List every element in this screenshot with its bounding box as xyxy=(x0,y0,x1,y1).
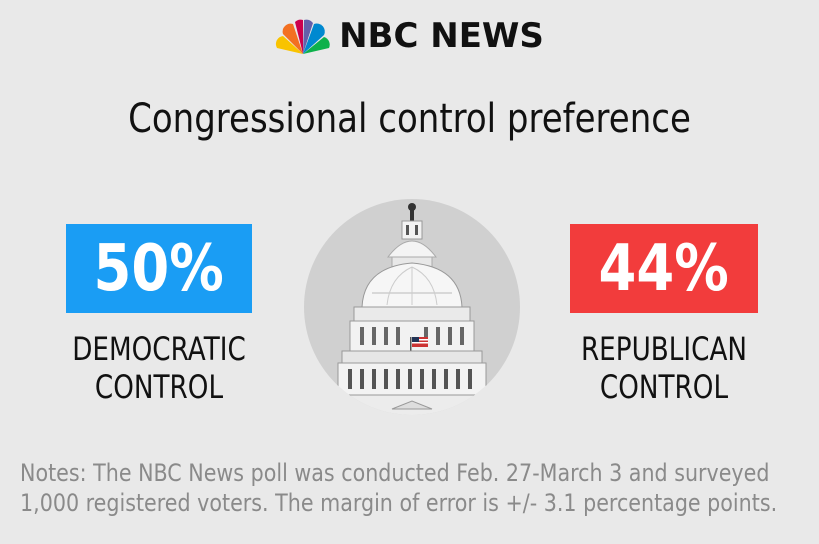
republican-label-line1: REPUBLICAN xyxy=(580,330,748,368)
democratic-label-line1: DEMOCRATIC xyxy=(72,330,246,368)
republican-label: REPUBLICAN CONTROL xyxy=(566,330,763,406)
republican-value-box: 44% xyxy=(570,224,758,313)
chart-title: Congressional control preference xyxy=(128,96,691,142)
brand-name: NBC NEWS xyxy=(339,16,544,56)
notes-line1: Notes: The NBC News poll was conducted F… xyxy=(20,459,770,487)
democratic-value: 50% xyxy=(93,231,225,306)
nbc-peacock-icon xyxy=(275,19,330,54)
democratic-label-line2: CONTROL xyxy=(94,368,224,406)
notes-line2: 1,000 registered voters. The margin of e… xyxy=(20,489,778,517)
notes: Notes: The NBC News poll was conducted F… xyxy=(20,458,778,518)
democratic-label: DEMOCRATIC CONTROL xyxy=(61,330,258,406)
democratic-value-box: 50% xyxy=(66,224,252,313)
capitol-dome-icon xyxy=(304,199,520,415)
republican-label-line2: CONTROL xyxy=(599,368,729,406)
republican-value: 44% xyxy=(598,231,730,306)
header: NBC NEWS xyxy=(0,14,819,58)
